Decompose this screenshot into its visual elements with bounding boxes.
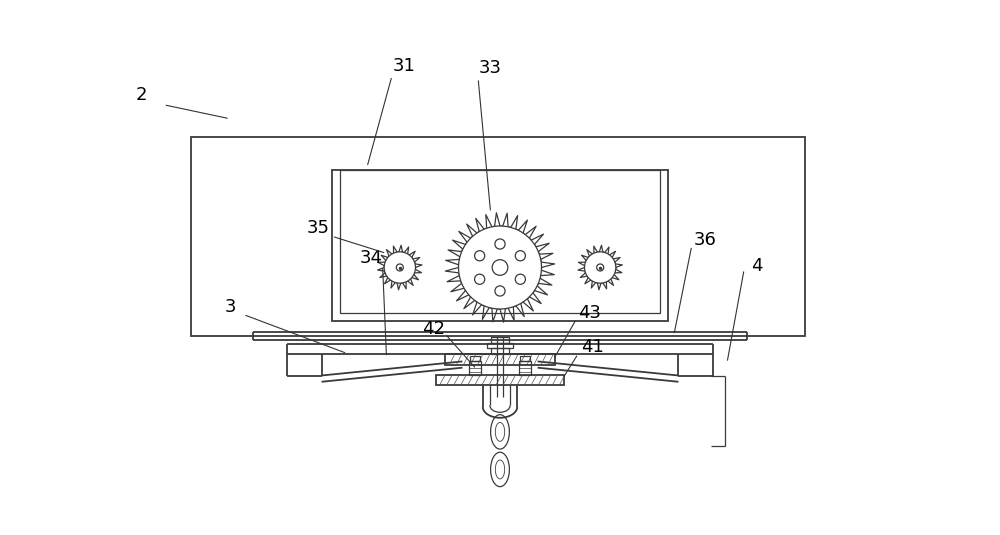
Text: 41: 41 — [581, 338, 604, 356]
Bar — [491, 348, 509, 354]
Circle shape — [515, 251, 525, 261]
Text: 42: 42 — [422, 319, 445, 338]
Circle shape — [475, 274, 485, 284]
Bar — [487, 343, 513, 348]
Circle shape — [515, 274, 525, 284]
Bar — [340, 171, 660, 313]
Text: 33: 33 — [479, 59, 502, 77]
Circle shape — [495, 286, 505, 296]
Bar — [491, 337, 509, 343]
Bar — [436, 374, 564, 385]
Circle shape — [585, 252, 616, 283]
Text: 31: 31 — [393, 57, 416, 74]
Circle shape — [475, 251, 485, 261]
Bar — [520, 356, 530, 361]
Text: 36: 36 — [694, 231, 716, 249]
Circle shape — [384, 252, 415, 283]
Bar — [469, 361, 481, 374]
Text: 34: 34 — [359, 249, 382, 267]
Text: 3: 3 — [224, 297, 236, 316]
Bar — [519, 361, 531, 374]
Bar — [470, 356, 480, 361]
Circle shape — [495, 239, 505, 249]
Text: 35: 35 — [307, 219, 330, 238]
Circle shape — [396, 264, 403, 271]
Text: 43: 43 — [579, 304, 602, 322]
Circle shape — [459, 226, 541, 309]
Circle shape — [492, 259, 508, 276]
Bar — [445, 354, 555, 365]
Text: 4: 4 — [751, 257, 762, 275]
Circle shape — [597, 264, 604, 271]
Text: 2: 2 — [136, 86, 147, 104]
Bar — [191, 137, 805, 337]
Bar — [332, 171, 668, 320]
